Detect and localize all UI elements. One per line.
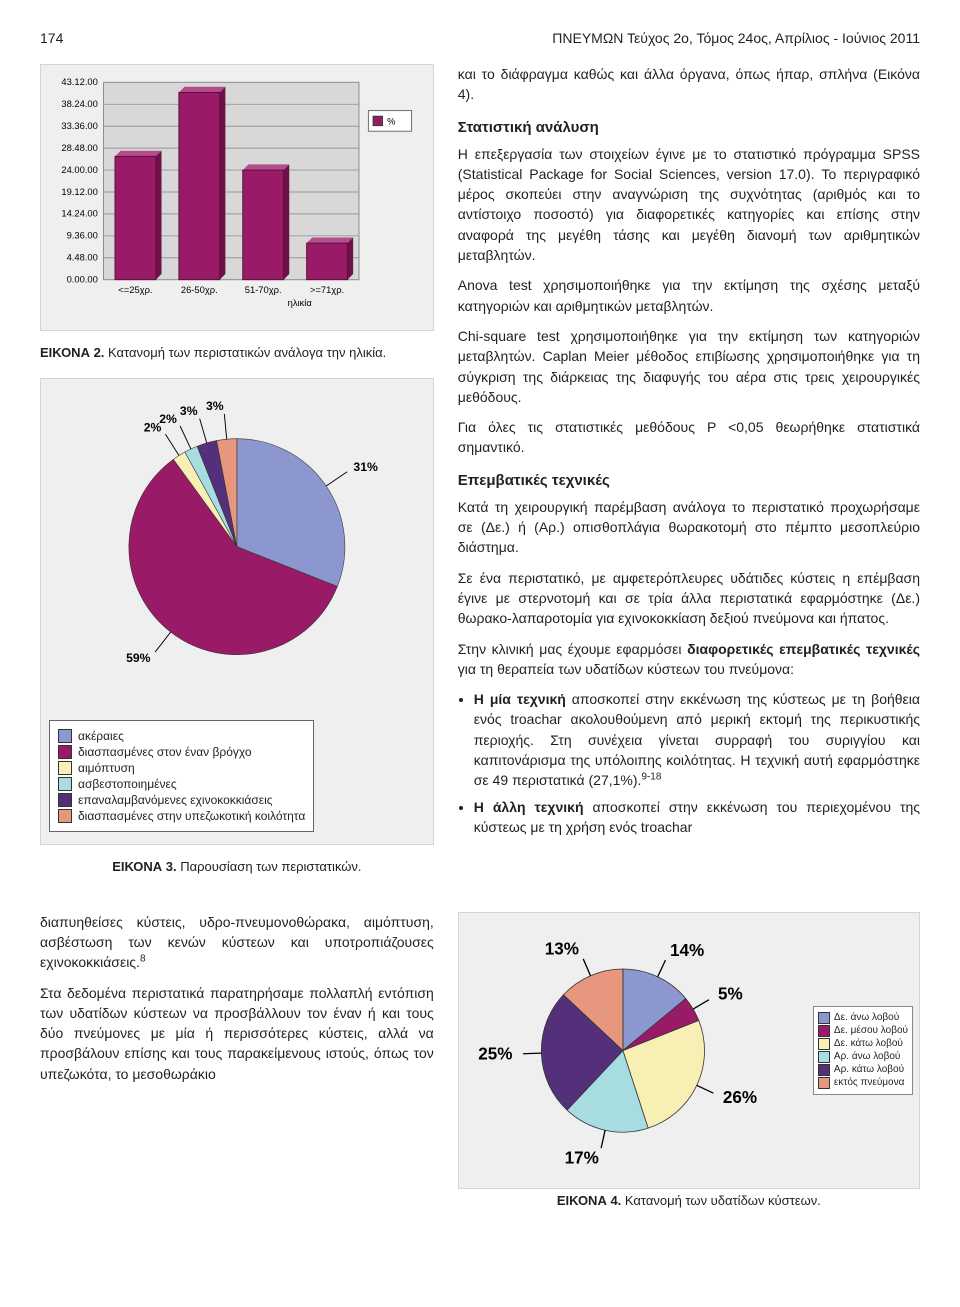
svg-text:5%: 5%	[718, 984, 743, 1003]
svg-text:3%: 3%	[206, 399, 224, 413]
svg-text:25%: 25%	[478, 1044, 512, 1063]
figure-4-block: 14% 5% 26% 17% 25% 13% Δε. άνω λοβούΔε. μέσου…	[458, 912, 920, 1189]
svg-text:31%: 31%	[353, 460, 378, 474]
svg-text:14.24.00: 14.24.00	[61, 208, 98, 219]
stat-analysis-head: Στατιστική ανάλυση	[458, 119, 920, 136]
svg-text:0.00.00: 0.00.00	[67, 273, 98, 284]
legend-item: Δε. κάτω λοβού	[818, 1038, 908, 1050]
figure-2-caption: ΕΙΚΟΝΑ 2. Κατανομή των περιστατικών ανάλ…	[40, 345, 434, 360]
svg-text:>=71χρ.: >=71χρ.	[310, 284, 344, 295]
figure-4-legend: Δε. άνω λοβούΔε. μέσου λοβούΔε. κάτω λοβ…	[813, 1006, 913, 1095]
legend-item: αιμόπτυση	[58, 761, 305, 775]
svg-text:<=25χρ.: <=25χρ.	[118, 284, 152, 295]
list-item: Η μία τεχνική αποσκοπεί στην εκκένωση τη…	[474, 689, 920, 790]
svg-text:26-50χρ.: 26-50χρ.	[181, 284, 218, 295]
svg-text:43.12.00: 43.12.00	[61, 76, 98, 87]
legend-item: Δε. μέσου λοβού	[818, 1025, 908, 1037]
svg-text:19.12.00: 19.12.00	[61, 186, 98, 197]
svg-text:%: %	[387, 116, 395, 127]
svg-text:59%: 59%	[126, 651, 151, 665]
figure-3-legend: ακέραιες διασπασμένες στον έναν βρόγχο αιμ…	[49, 720, 314, 832]
svg-text:26%: 26%	[723, 1088, 757, 1107]
legend-item: επαναλαμβανόμενες εχινοκοκκιάσεις	[58, 793, 305, 807]
legend-item: εκτός πνεύμονα	[818, 1077, 908, 1089]
svg-text:9.36.00: 9.36.00	[67, 230, 98, 241]
pie-chart-fig3: 31%59%2%2%3%3%	[49, 387, 425, 706]
svg-text:28.48.00: 28.48.00	[61, 142, 98, 153]
intro-paragraph: και το διάφραγμα καθώς και άλλα όργανα, …	[458, 64, 920, 105]
svg-text:33.36.00: 33.36.00	[61, 120, 98, 131]
technique-list: Η μία τεχνική αποσκοπεί στην εκκένωση τη…	[458, 689, 920, 837]
svg-text:38.24.00: 38.24.00	[61, 98, 98, 109]
bar-chart: 0.00.00 4.48.00 9.36.00 14.24.00 19.12.00 24.…	[49, 73, 425, 317]
legend-item: Αρ. άνω λοβού	[818, 1051, 908, 1063]
svg-text:13%: 13%	[545, 939, 579, 958]
svg-text:17%: 17%	[564, 1148, 598, 1167]
legend-item: Δε. άνω λοβού	[818, 1012, 908, 1024]
legend-item: διασπασμένες στην υπεζωκοτική κοιλότητα	[58, 809, 305, 823]
figure-4-caption: ΕΙΚΟΝΑ 4. Κατανομή των υδατίδων κύστεων.	[458, 1193, 920, 1208]
legend-item: ασβεστοποιημένες	[58, 777, 305, 791]
svg-text:2%: 2%	[159, 412, 177, 426]
page-number: 174	[40, 30, 63, 46]
list-item: Η άλλη τεχνική αποσκοπεί στην εκκένωση τ…	[474, 797, 920, 838]
figure-3-caption: ΕΙΚΟΝΑ 3. Παρουσίαση των περιστατικών.	[40, 859, 434, 874]
legend-item: ακέραιες	[58, 729, 305, 743]
legend-item: διασπασμένες στον έναν βρόγχο	[58, 745, 305, 759]
svg-text:14%: 14%	[670, 940, 704, 959]
svg-text:51-70χρ.: 51-70χρ.	[245, 284, 282, 295]
pie-chart-fig4: 14% 5% 26% 17% 25% 13%	[465, 919, 807, 1182]
svg-text:24.00.00: 24.00.00	[61, 164, 98, 175]
svg-text:3%: 3%	[180, 404, 198, 418]
legend-item: Αρ. κάτω λοβού	[818, 1064, 908, 1076]
figure-2-block: 0.00.00 4.48.00 9.36.00 14.24.00 19.12.00 24.…	[40, 64, 434, 331]
figure-3-block: 31%59%2%2%3%3% ακέραιεςδιασπασμένες στον…	[40, 378, 434, 844]
svg-text:ηλικία: ηλικία	[288, 297, 313, 308]
svg-text:4.48.00: 4.48.00	[67, 252, 98, 263]
intervention-head: Επεμβατικές τεχνικές	[458, 472, 920, 489]
bottom-left-text: διαπυηθείσες κύστεις, υδρο-πνευμονοθώρακ…	[40, 912, 434, 1226]
body-text: και το διάφραγμα καθώς και άλλα όργανα, …	[458, 64, 920, 892]
journal-info: ΠΝΕΥΜΩΝ Τεύχος 2ο, Τόμος 24ος, Απρίλιος …	[552, 30, 920, 46]
